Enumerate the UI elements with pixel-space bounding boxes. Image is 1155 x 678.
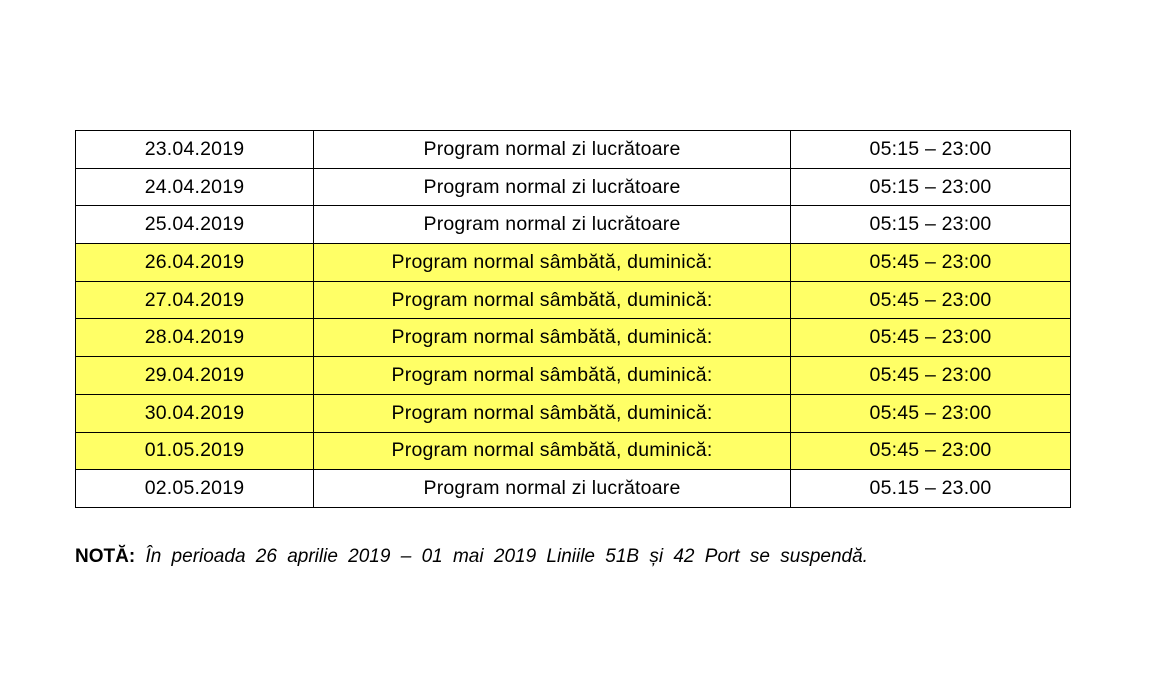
hours-cell: 05:45 – 23:00 [790,393,1071,433]
table-row: 25.04.2019 Program normal zi lucrătoare 05… [75,205,1071,245]
program-cell: Program normal zi lucrătoare [313,469,791,508]
table-row: 24.04.2019 Program normal zi lucrătoare 05… [75,167,1071,207]
date-cell: 30.04.2019 [75,393,314,433]
table-row: 02.05.2019 Program normal zi lucrătoare 05… [75,469,1071,508]
date-cell: 29.04.2019 [75,356,314,395]
note-label: NOTĂ: [75,546,136,567]
program-cell: Program normal sâmbătă, duminică: [313,431,791,471]
hours-cell: 05:15 – 23:00 [790,130,1071,169]
hours-cell: 05:45 – 23:00 [790,356,1071,395]
table-row: 26.04.2019 Program normal sâmbătă, dumini… [75,243,1071,282]
hours-cell: 05:15 – 23:00 [790,205,1071,245]
table-row: 28.04.2019 Program normal sâmbătă, dumini… [75,318,1071,358]
date-cell: 01.05.2019 [75,431,314,471]
note-text: În perioada 26 aprilie 2019 – 01 mai 201… [145,546,868,567]
date-cell: 25.04.2019 [75,205,314,245]
table-row: 30.04.2019 Program normal sâmbătă, dumini… [75,393,1071,433]
hours-cell: 05.15 – 23.00 [790,469,1071,508]
schedule-table: 23.04.2019 Program normal zi lucrătoare 05… [75,130,1071,508]
table-row: 01.05.2019 Program normal sâmbătă, dumini… [75,431,1071,471]
table-row: 27.04.2019 Program normal sâmbătă, dumini… [75,280,1071,320]
hours-cell: 05:45 – 23:00 [790,318,1071,358]
hours-cell: 05:45 – 23:00 [790,431,1071,471]
program-cell: Program normal zi lucrătoare [313,167,791,207]
note: NOTĂ: În perioada 26 aprilie 2019 – 01 m… [75,546,1085,568]
schedule-table-body: 23.04.2019 Program normal zi lucrătoare 05… [75,130,1071,508]
date-cell: 28.04.2019 [75,318,314,358]
table-row: 29.04.2019 Program normal sâmbătă, dumini… [75,356,1071,395]
date-cell: 23.04.2019 [75,130,314,169]
program-cell: Program normal sâmbătă, duminică: [313,356,791,395]
program-cell: Program normal sâmbătă, duminică: [313,280,791,320]
hours-cell: 05:45 – 23:00 [790,243,1071,282]
hours-cell: 05:45 – 23:00 [790,280,1071,320]
date-cell: 24.04.2019 [75,167,314,207]
date-cell: 02.05.2019 [75,469,314,508]
program-cell: Program normal sâmbătă, duminică: [313,243,791,282]
table-row: 23.04.2019 Program normal zi lucrătoare 05… [75,130,1071,169]
program-cell: Program normal zi lucrătoare [313,130,791,169]
program-cell: Program normal zi lucrătoare [313,205,791,245]
program-cell: Program normal sâmbătă, duminică: [313,393,791,433]
hours-cell: 05:15 – 23:00 [790,167,1071,207]
date-cell: 26.04.2019 [75,243,314,282]
date-cell: 27.04.2019 [75,280,314,320]
program-cell: Program normal sâmbătă, duminică: [313,318,791,358]
